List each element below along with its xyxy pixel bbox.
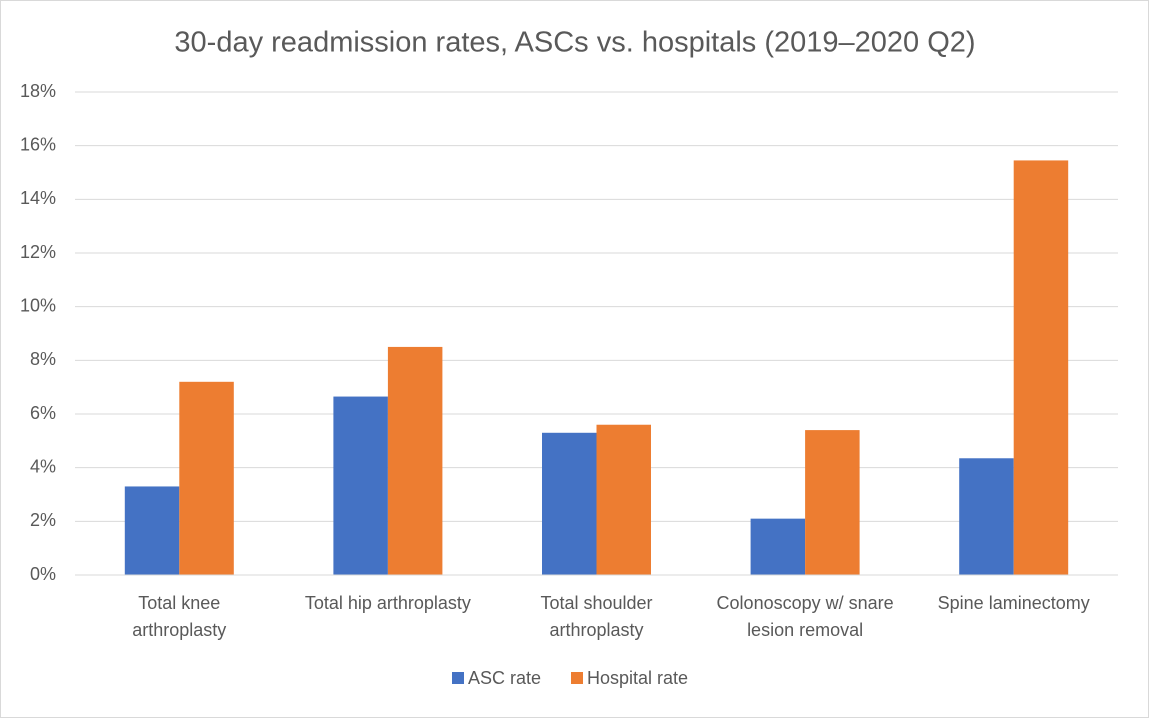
y-tick-label: 18%	[20, 81, 56, 101]
bar	[959, 458, 1014, 575]
x-tick-label: Total knee arthroplasty	[132, 593, 226, 640]
bar	[596, 424, 651, 575]
bar	[1013, 160, 1069, 576]
y-tick-label: 14%	[20, 188, 56, 208]
y-tick-label: 4%	[30, 456, 56, 476]
bar	[750, 518, 806, 575]
x-tick-label: Spine laminectomy	[938, 593, 1090, 613]
x-tick-label: Total shoulder arthroplasty	[540, 593, 652, 640]
legend-label: ASC rate	[468, 668, 541, 688]
legend-swatch	[452, 672, 464, 684]
x-tick-label: Total hip arthroplasty	[305, 593, 471, 613]
chart-title: 30-day readmission rates, ASCs vs. hospi…	[174, 27, 975, 59]
y-tick-label: 12%	[20, 242, 56, 262]
legend-label: Hospital rate	[587, 668, 688, 688]
y-tick-label: 10%	[20, 295, 56, 315]
y-tick-label: 0%	[30, 564, 56, 584]
bar	[124, 486, 180, 575]
y-tick-label: 8%	[30, 349, 56, 369]
y-tick-label: 6%	[30, 403, 56, 423]
bar	[333, 396, 388, 575]
bar	[387, 346, 443, 575]
bar	[805, 430, 860, 575]
y-tick-label: 2%	[30, 510, 56, 530]
x-tick-label: Colonoscopy w/ snare lesion removal	[717, 593, 894, 640]
y-tick-label: 16%	[20, 134, 56, 154]
legend-swatch	[571, 672, 583, 684]
bar	[542, 432, 597, 575]
bar	[179, 381, 234, 575]
